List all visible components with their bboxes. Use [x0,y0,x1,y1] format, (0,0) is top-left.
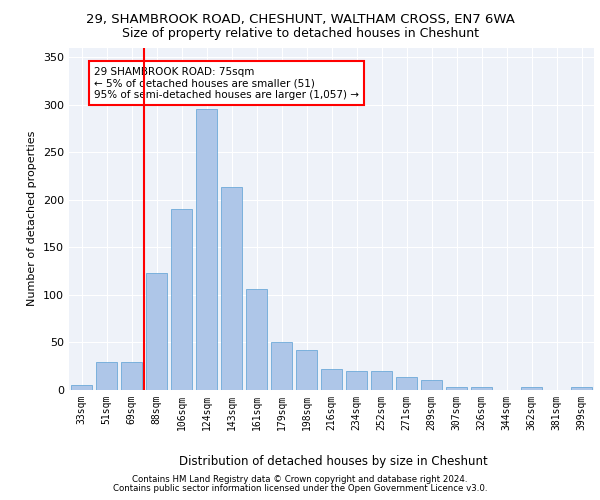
Bar [271,342,292,390]
Bar [346,371,367,390]
Text: Size of property relative to detached houses in Cheshunt: Size of property relative to detached ho… [121,28,479,40]
Text: Contains HM Land Registry data © Crown copyright and database right 2024.: Contains HM Land Registry data © Crown c… [132,475,468,484]
Bar [196,110,217,390]
Bar [371,371,392,390]
Text: 29, SHAMBROOK ROAD, CHESHUNT, WALTHAM CROSS, EN7 6WA: 29, SHAMBROOK ROAD, CHESHUNT, WALTHAM CR… [86,12,514,26]
Text: Contains public sector information licensed under the Open Government Licence v3: Contains public sector information licen… [113,484,487,493]
Bar [321,369,342,390]
Bar [521,387,542,390]
Bar [571,387,592,390]
Bar [471,387,492,390]
Bar [221,188,242,390]
Y-axis label: Number of detached properties: Number of detached properties [28,131,37,306]
Bar [446,387,467,390]
Bar [421,380,442,390]
Text: Distribution of detached houses by size in Cheshunt: Distribution of detached houses by size … [179,454,487,468]
Text: 29 SHAMBROOK ROAD: 75sqm
← 5% of detached houses are smaller (51)
95% of semi-de: 29 SHAMBROOK ROAD: 75sqm ← 5% of detache… [94,66,359,100]
Bar [246,289,267,390]
Bar [171,209,192,390]
Bar [146,273,167,390]
Bar [396,376,417,390]
Bar [296,350,317,390]
Bar [96,362,117,390]
Bar [121,362,142,390]
Bar [71,385,92,390]
